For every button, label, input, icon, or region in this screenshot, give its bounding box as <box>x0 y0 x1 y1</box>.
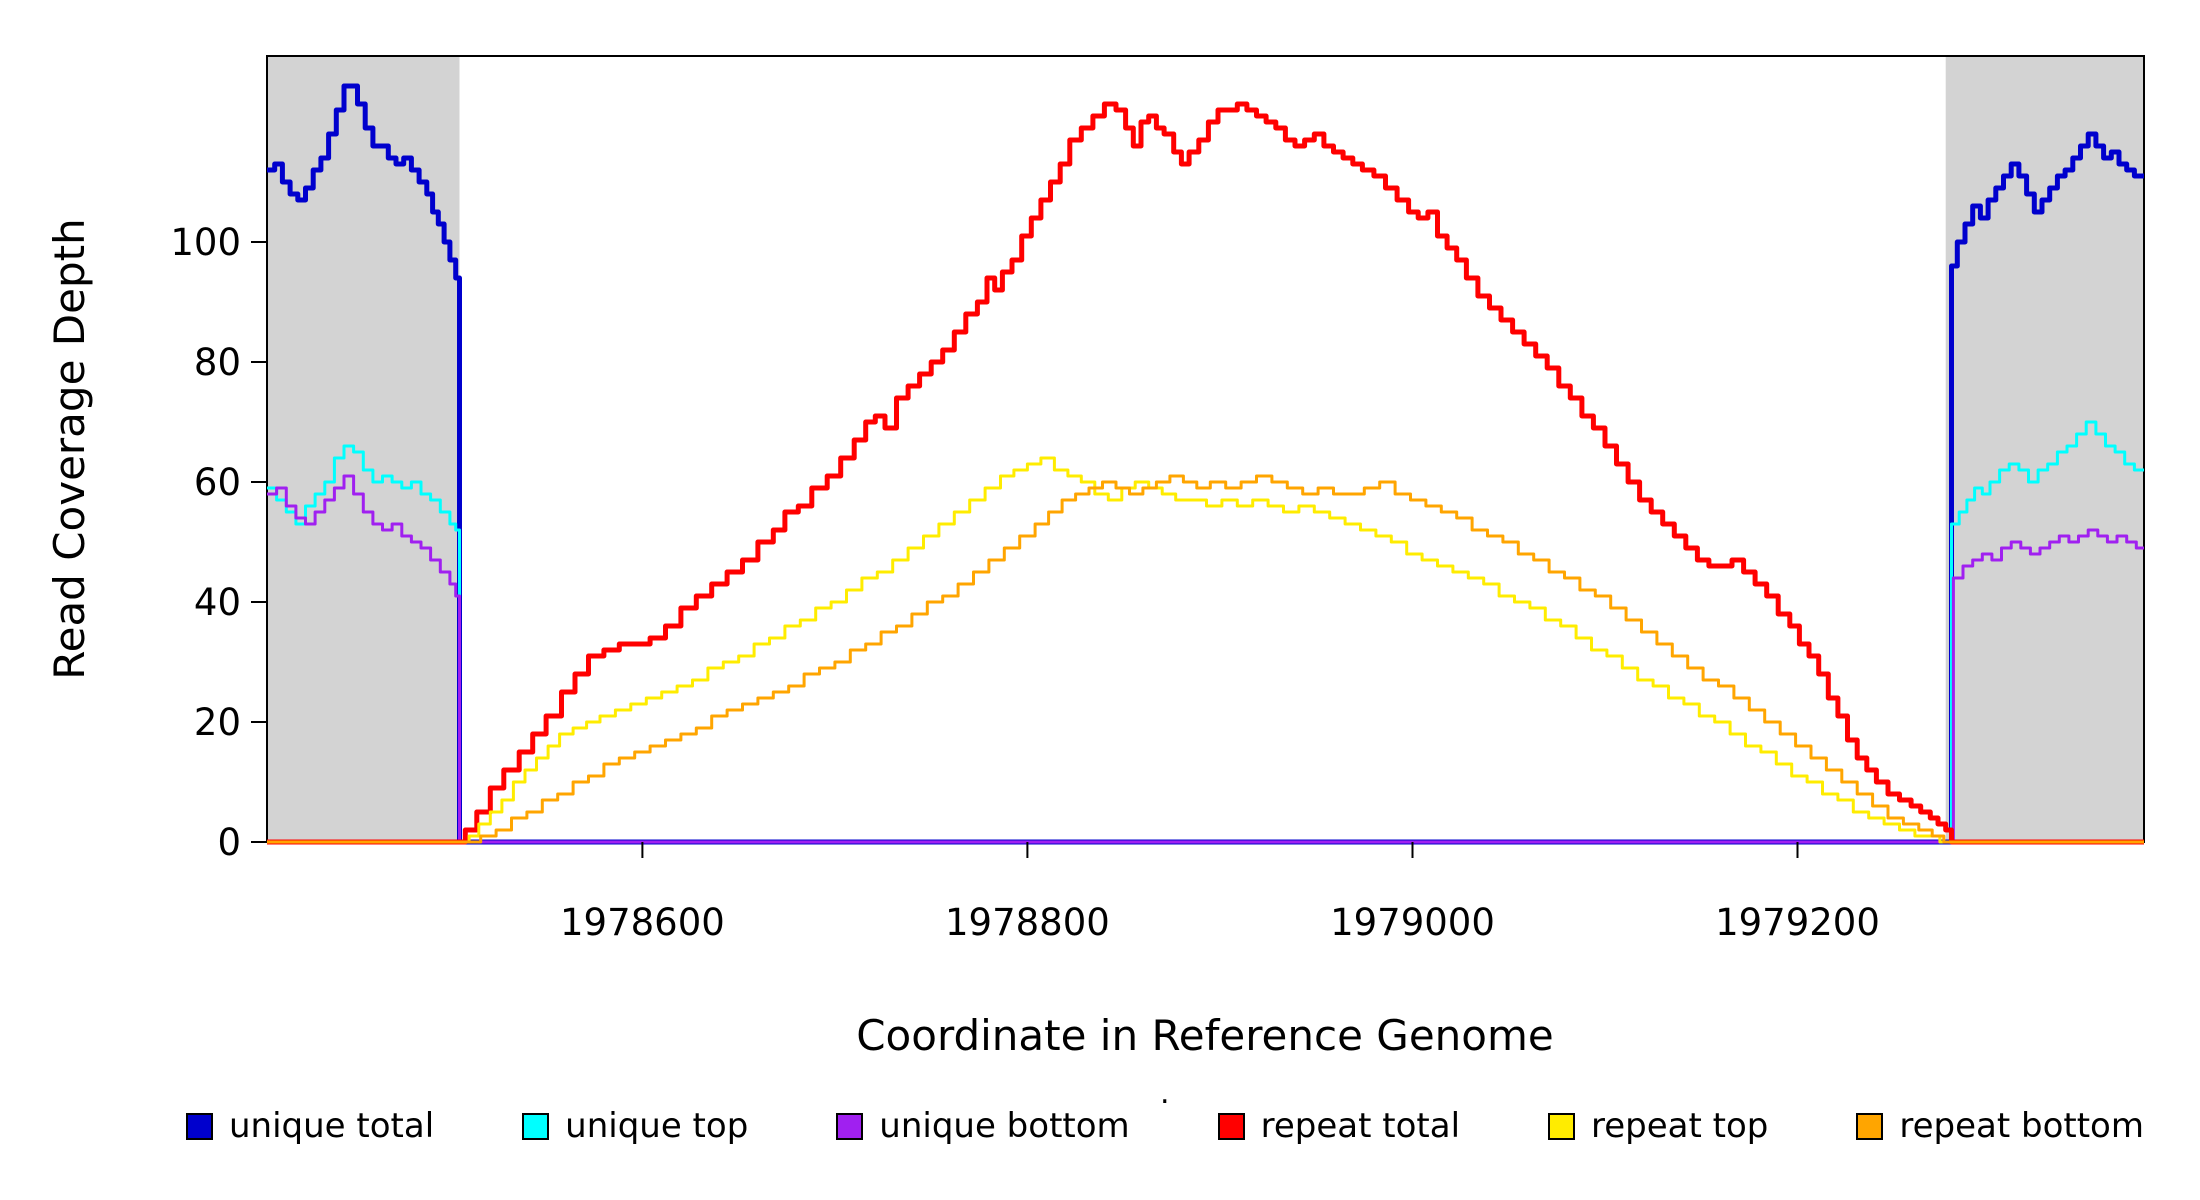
coverage-chart: 1978600 1978800 1979000 1979200 0 20 40 60 80 10… <box>45 55 2145 1060</box>
x-tick-label: 1979200 <box>1715 901 1880 944</box>
y-axis-title: Read Coverage Depth <box>45 218 94 679</box>
x-tick-label: 1979000 <box>1330 901 1495 944</box>
plot-series <box>267 83 2144 845</box>
legend-item-repeat-bottom: repeat bottom <box>1856 1106 2144 1146</box>
repeat-bottom-line <box>267 474 2144 844</box>
unique-bottom-line <box>267 474 2144 844</box>
legend-item-unique-bottom: unique bottom <box>836 1106 1130 1146</box>
y-tick-label: 0 <box>217 821 241 864</box>
legend-swatch <box>1548 1112 1576 1140</box>
legend-label: repeat top <box>1591 1106 1769 1146</box>
legend-label: repeat bottom <box>1899 1106 2144 1146</box>
repeat-top-line <box>267 456 2144 844</box>
y-tick-label: 60 <box>194 461 241 504</box>
x-tick-label: 1978600 <box>560 901 725 944</box>
y-axis: 0 20 40 60 80 100 <box>170 221 267 864</box>
legend: unique total unique top unique bottom re… <box>0 1106 2200 1146</box>
y-tick-label: 100 <box>170 221 241 264</box>
y-tick-label: 40 <box>194 581 241 624</box>
legend-swatch <box>1217 1112 1245 1140</box>
shaded-region-right <box>1945 56 2144 842</box>
x-tick-label: 1978800 <box>945 901 1110 944</box>
legend-label: repeat total <box>1260 1106 1461 1146</box>
legend-item-repeat-top: repeat top <box>1548 1106 1768 1146</box>
legend-label: unique top <box>565 1106 749 1146</box>
y-tick-label: 80 <box>194 341 241 384</box>
legend-swatch <box>522 1112 550 1140</box>
shaded-region-left <box>267 56 460 842</box>
legend-swatch <box>1856 1112 1884 1140</box>
x-axis: 1978600 1978800 1979000 1979200 <box>560 842 1880 944</box>
legend-swatch <box>186 1112 213 1140</box>
x-axis-title: Coordinate in Reference Genome <box>856 1011 1554 1060</box>
legend-item-unique-top: unique top <box>522 1106 748 1146</box>
repeat-total-line <box>267 101 2144 845</box>
stray-dot: . <box>1160 1076 1170 1111</box>
y-tick-label: 20 <box>194 701 241 744</box>
legend-item-repeat-total: repeat total <box>1217 1106 1461 1146</box>
legend-swatch <box>836 1112 864 1140</box>
legend-item-unique-total: unique total <box>186 1106 434 1146</box>
legend-label: unique bottom <box>879 1106 1130 1146</box>
legend-label: unique total <box>229 1106 435 1146</box>
unique-top-line <box>267 420 2144 844</box>
